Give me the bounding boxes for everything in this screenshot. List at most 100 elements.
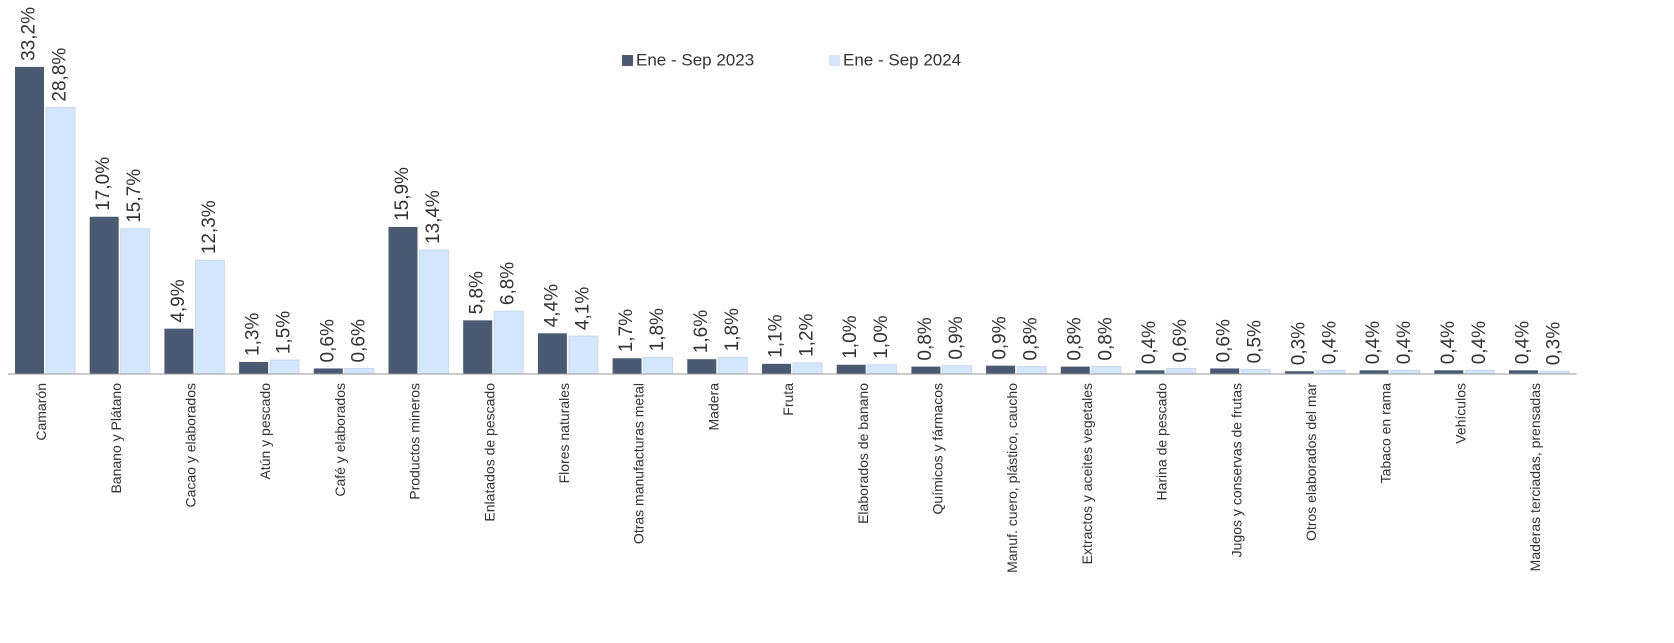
data-label: 0,3% [1544,322,1565,365]
x-tick-label: Tabaco en rama [1378,383,1394,484]
x-tick-label: Vehículos [1452,383,1468,444]
data-label: 17,0% [93,157,114,211]
bar [1240,368,1271,375]
data-label: 15,7% [124,169,145,223]
data-label: 13,4% [423,190,444,244]
data-label: 33,2% [19,7,40,61]
legend-swatch [829,55,840,66]
data-label: 0,4% [1438,321,1459,364]
data-label: 6,8% [498,262,519,305]
bar [1359,370,1389,374]
x-tick-label: Café y elaborados [332,383,348,497]
bar [1091,366,1122,375]
data-label: 0,9% [946,316,967,359]
data-label: 0,5% [1245,320,1266,363]
bar [717,356,748,375]
bar [687,359,717,374]
data-label: 0,4% [1139,321,1160,364]
bar [493,310,524,375]
x-tick-label: Fruta [780,383,796,416]
x-tick-label: Manuf. cuero, plástico, caucho [1004,383,1020,573]
bar [643,356,674,375]
bar [1135,370,1165,374]
data-label: 1,6% [691,310,712,353]
data-label: 0,8% [1095,317,1116,360]
bar [986,365,1016,374]
bar [1166,367,1196,375]
data-label: 0,6% [348,319,369,362]
x-tick-label: Banano y Plátano [108,383,124,494]
data-label: 28,8% [50,48,71,102]
data-label: 4,1% [572,287,593,330]
x-tick-label: Atún y pescado [257,383,273,480]
bar [120,228,151,375]
data-label: 1,3% [243,313,264,356]
bar [867,364,898,375]
x-tick-label: Jugos y conservas de frutas [1228,383,1244,557]
bar [568,335,599,375]
data-label: 0,8% [1021,317,1042,360]
data-label: 1,2% [797,313,818,356]
data-label: 1,8% [647,308,668,351]
bar [1315,369,1346,375]
data-label: 1,5% [274,311,295,354]
bar [419,249,449,375]
x-tick-label: Productos mineros [407,383,423,500]
bar [1060,366,1090,374]
bar [89,216,119,374]
bar [911,366,941,374]
data-label: 0,4% [1394,321,1415,364]
data-label: 0,6% [317,319,338,362]
data-label: 12,3% [199,200,220,254]
x-tick-label: Cacao y elaborados [182,383,198,508]
data-label: 0,6% [1170,319,1191,362]
data-label: 1,0% [871,315,892,358]
data-label: 0,8% [1064,317,1085,360]
data-label: 1,1% [766,314,787,357]
x-tick-label: Enlatados de pescado [481,383,497,522]
bar [344,367,375,375]
data-label: 1,0% [840,315,861,358]
data-label: 0,9% [990,316,1011,359]
x-tick-label: Camarón [33,383,49,441]
data-label: 1,8% [722,308,743,351]
bar [164,328,194,374]
bar [1509,370,1538,374]
x-tick-label: Madera [705,383,721,431]
bar [1016,366,1047,375]
bar [836,364,866,374]
x-tick-label: Extractos y aceites vegetales [1079,383,1095,564]
bar [45,107,76,375]
x-tick-label: Maderas terciadas, prensadas [1527,383,1543,571]
data-label: 0,8% [915,317,936,360]
data-label: 0,3% [1288,322,1309,365]
data-label: 15,9% [392,167,413,221]
bar [762,363,791,374]
bar [1464,369,1495,375]
bar [612,358,642,374]
data-label: 0,4% [1513,321,1534,364]
data-label: 0,4% [1469,321,1490,364]
bar [269,359,300,375]
bar [1284,371,1314,374]
bar [463,320,493,374]
data-label: 0,4% [1363,321,1384,364]
bar [1434,370,1464,374]
x-tick-label: Otras manufacturas metal [631,383,647,544]
data-label: 4,4% [541,284,562,327]
bar [1210,368,1240,374]
x-tick-label: Elaborados de banano [855,383,871,524]
bar [313,368,343,374]
data-label: 0,4% [1319,321,1340,364]
legend-label: Ene - Sep 2023 [636,50,754,69]
data-label: 0,6% [1214,319,1235,362]
bar [941,365,972,375]
x-tick-label: Químicos y fármacos [929,383,945,514]
bar [537,333,567,374]
data-label: 5,8% [467,271,488,314]
x-tick-label: Flores naturales [556,383,572,483]
bar [15,66,44,375]
x-tick-label: Otros elaborados del mar [1303,383,1319,541]
bar [239,361,269,374]
bar [792,362,823,375]
